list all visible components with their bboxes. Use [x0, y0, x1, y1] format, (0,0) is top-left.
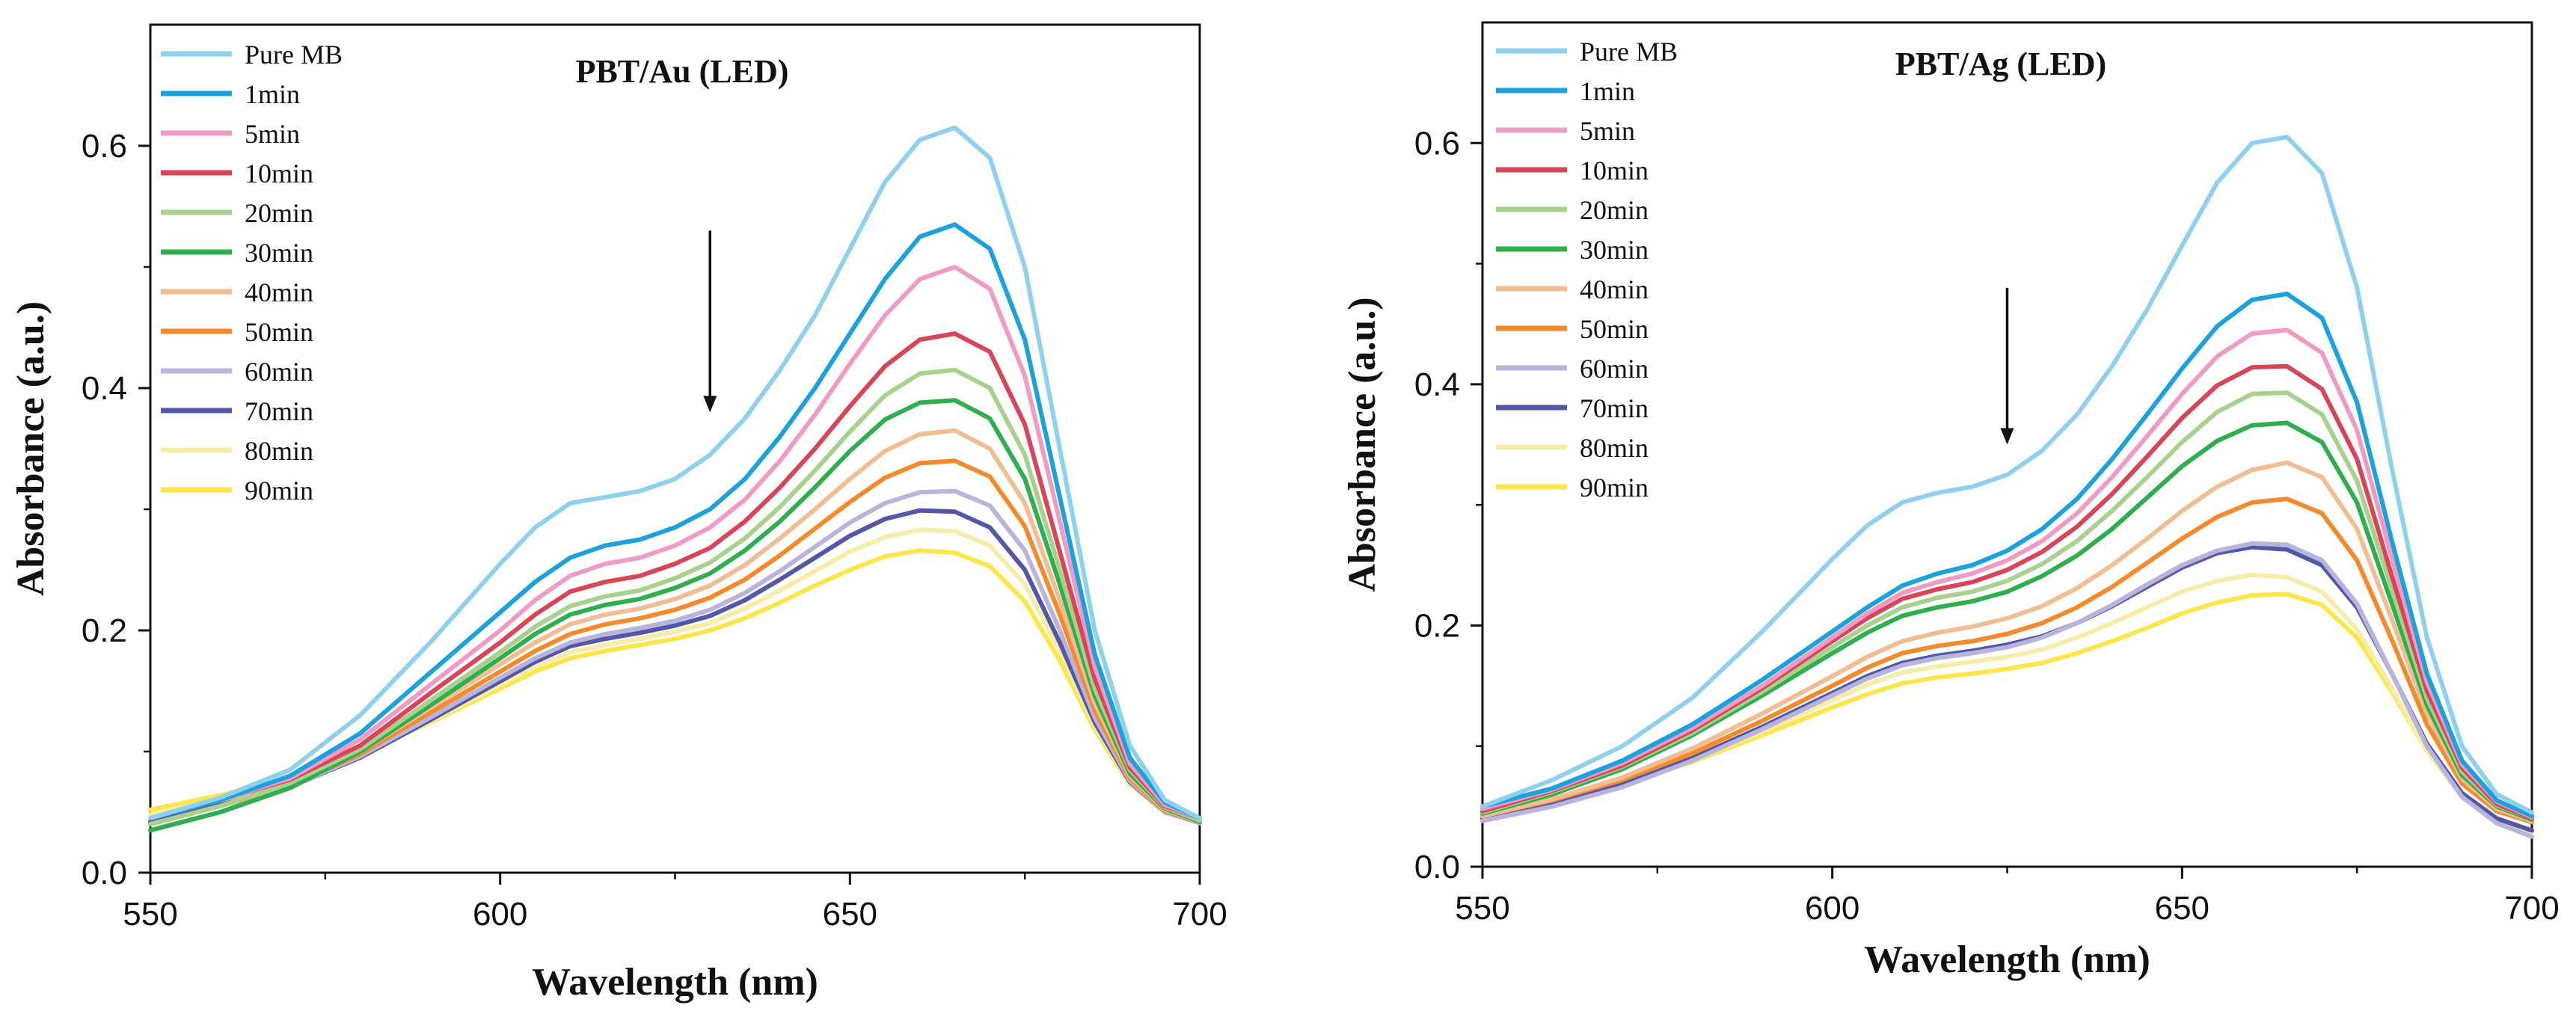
series-line-20min: [1480, 390, 2534, 821]
legend-entry: 10min: [161, 159, 313, 188]
x-axis-title: Wavelength (nm): [1864, 938, 2150, 981]
series-line-30min: [1480, 420, 2534, 823]
series-line-80min: [1480, 572, 2534, 835]
legend-entry: 10min: [1496, 156, 1649, 185]
x-tick-label: 650: [2155, 890, 2209, 927]
series-line-1min: [1480, 291, 2534, 819]
series-line-20min: [148, 367, 1202, 827]
legend-label: 10min: [245, 159, 313, 188]
legend-entry: Pure MB: [1496, 37, 1678, 67]
legend-entry: 20min: [161, 198, 313, 228]
x-tick-label: 550: [123, 896, 177, 933]
series-line-5min: [1480, 328, 2534, 820]
legend-label: 5min: [245, 119, 300, 149]
series-line-1min: [148, 222, 1202, 821]
series-line-60min: [1480, 541, 2534, 839]
legend-label: 50min: [1580, 314, 1649, 344]
legend-entry: 80min: [1496, 433, 1649, 463]
legend-entry: 30min: [1496, 235, 1649, 265]
legend-entry: 5min: [161, 119, 300, 149]
x-tick-label: 700: [2504, 890, 2559, 927]
chart-panel-2: 550 600 650 700 0.0 0.2 0.4 0.6 Wavelength (nm) A…: [1341, 21, 2560, 981]
panel-title: PBT/Au (LED): [576, 53, 789, 90]
legend-label: 80min: [245, 436, 313, 466]
legend-label: 30min: [1580, 235, 1649, 265]
legend-label: 60min: [245, 357, 313, 387]
y-tick-label: 0.2: [1414, 607, 1460, 644]
legend-entry: 90min: [161, 476, 313, 506]
legend-label: Pure MB: [245, 40, 343, 70]
series-line-40min: [1480, 460, 2534, 823]
x-axis-title: Wavelength (nm): [532, 961, 818, 1004]
legend-label: 90min: [245, 476, 313, 506]
y-tick-label: 0.2: [82, 612, 127, 649]
legend-entry: 60min: [1496, 354, 1649, 384]
series-line-30min: [148, 398, 1202, 833]
legend-label: 40min: [245, 277, 313, 307]
legend-label: 60min: [1580, 354, 1649, 384]
series-line-50min: [148, 458, 1202, 827]
series-line-60min: [148, 488, 1202, 827]
y-tick-label: 0.6: [82, 128, 127, 165]
legend-entry: 90min: [1496, 473, 1649, 503]
legend-entry: 1min: [1496, 76, 1635, 106]
x-tick-label: 600: [1805, 890, 1859, 927]
y-tick-label: 0.0: [82, 855, 127, 891]
legend-label: 40min: [1580, 274, 1649, 304]
legend-entry: 30min: [161, 238, 313, 268]
legend-entry: 20min: [1496, 195, 1649, 225]
series-line-10min: [148, 331, 1202, 821]
panel-title: PBT/Ag (LED): [1895, 46, 2106, 82]
series-line-pure-mb: [148, 125, 1202, 821]
legend-entry: 50min: [161, 317, 313, 347]
series-line-90min: [1480, 592, 2534, 833]
legend-entry: 40min: [161, 277, 313, 307]
y-tick-label: 0.0: [1414, 849, 1460, 885]
legend-entry: 70min: [161, 396, 313, 426]
legend-label: 80min: [1580, 433, 1649, 463]
legend-label: 10min: [1580, 156, 1649, 185]
series-line-50min: [1480, 497, 2534, 825]
y-axis-title: Absorbance (a.u.): [1341, 297, 1384, 592]
legend-label: 30min: [245, 238, 313, 268]
y-axis-title: Absorbance (a.u.): [10, 301, 52, 596]
y-tick-label: 0.6: [1414, 125, 1460, 162]
legend-label: 1min: [245, 79, 300, 109]
series-line-70min: [148, 508, 1202, 826]
legend-entry: 70min: [1496, 393, 1649, 423]
legend-label: 5min: [1580, 116, 1635, 146]
arrow-head: [2000, 428, 2014, 445]
y-tick-label: 0.4: [1414, 366, 1460, 403]
legend-label: 70min: [245, 396, 313, 426]
legend-label: 20min: [1580, 195, 1649, 225]
legend-label: 90min: [1580, 473, 1649, 503]
legend-label: 20min: [245, 198, 313, 228]
x-tick-label: 600: [473, 896, 527, 933]
series-line-5min: [148, 265, 1202, 821]
legend-label: 50min: [245, 317, 313, 347]
x-tick-label: 650: [823, 896, 877, 933]
legend-entry: 5min: [1496, 116, 1635, 146]
legend-label: 70min: [1580, 393, 1649, 423]
legend-label: Pure MB: [1580, 37, 1678, 67]
legend-entry: 60min: [161, 357, 313, 387]
legend-entry: 80min: [161, 436, 313, 466]
arrow-head: [703, 396, 717, 413]
legend-entry: Pure MB: [161, 40, 343, 70]
legend-label: 1min: [1580, 76, 1635, 106]
chart-panel-1: 550 600 650 700 0.0 0.2 0.4 0.6 Wavelength (nm) A…: [10, 23, 1227, 1004]
legend-entry: 50min: [1496, 314, 1649, 344]
series-line-pure-mb: [1480, 135, 2534, 815]
series-line-40min: [148, 428, 1202, 827]
legend-entry: 1min: [161, 79, 300, 109]
x-tick-label: 700: [1172, 896, 1227, 933]
legend-entry: 40min: [1496, 274, 1649, 304]
x-tick-label: 550: [1455, 890, 1509, 927]
y-tick-label: 0.4: [82, 370, 127, 407]
